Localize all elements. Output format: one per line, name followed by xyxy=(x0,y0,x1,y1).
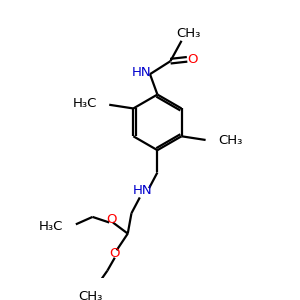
Text: H₃C: H₃C xyxy=(38,220,63,233)
Text: HN: HN xyxy=(132,66,152,79)
Text: H₃C: H₃C xyxy=(73,97,97,110)
Text: CH₃: CH₃ xyxy=(79,290,103,300)
Text: HN: HN xyxy=(133,184,152,197)
Text: CH₃: CH₃ xyxy=(219,134,243,147)
Text: O: O xyxy=(110,248,120,260)
Text: O: O xyxy=(188,53,198,66)
Text: CH₃: CH₃ xyxy=(176,27,200,40)
Text: O: O xyxy=(106,213,116,226)
